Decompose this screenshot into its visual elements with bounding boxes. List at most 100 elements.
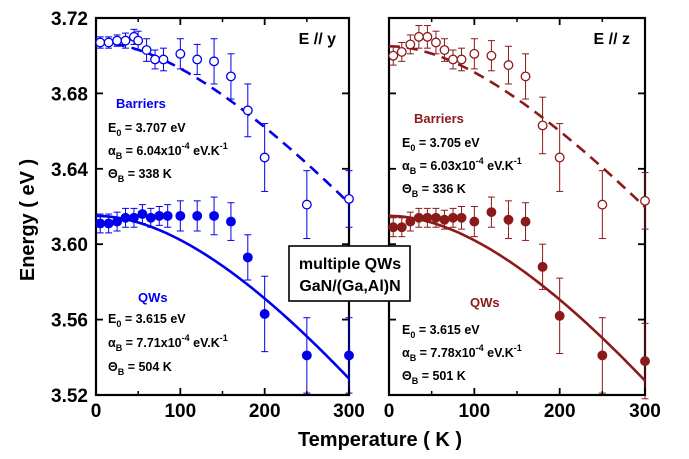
data-point-qws	[597, 350, 608, 361]
data-point-qws	[154, 210, 165, 221]
panel-marks	[95, 28, 354, 394]
data-point-barriers	[597, 199, 608, 210]
data-point-qws	[103, 218, 114, 229]
fit-param: ΘB = 336 K	[402, 182, 466, 199]
data-point-barriers	[259, 152, 270, 163]
data-point-barriers	[175, 48, 186, 59]
data-point-qws	[413, 212, 424, 223]
y-ticks	[389, 17, 645, 396]
panel-e-z: E // z 0 100 200 300 Barriers E0 = 3.705 eV…	[384, 16, 661, 422]
data-point-barriers	[301, 199, 312, 210]
data-point-qws	[120, 212, 131, 223]
data-point-qws	[388, 222, 399, 233]
y-axis-title: Energy ( eV )	[17, 159, 39, 281]
y-tick-label: 3.56	[51, 311, 88, 332]
data-point-barriers	[141, 45, 152, 55]
data-point-barriers	[242, 105, 253, 116]
data-point-barriers	[469, 48, 480, 59]
data-point-qws	[344, 350, 354, 361]
data-point-qws	[128, 212, 139, 223]
x-tick-label: 100	[458, 401, 490, 422]
data-point-qws	[301, 350, 312, 361]
fit-param: E0 = 3.615 eV	[108, 312, 186, 329]
sample-label-line-1: multiple QWs	[299, 256, 401, 273]
data-point-qws	[137, 209, 148, 219]
data-point-barriers	[95, 37, 106, 48]
x-tick-label: 0	[91, 401, 102, 422]
x-axis-title: Temperature ( K )	[298, 429, 462, 451]
data-point-qws	[430, 212, 441, 223]
params-qws: E0 = 3.615 eV αB = 7.71x10-4 eV.K-1 ΘB = 5…	[108, 312, 228, 377]
params-barriers: E0 = 3.707 eV αB = 6.04x10-4 eV.K-1 ΘB = 3…	[108, 121, 228, 184]
data-point-barriers	[150, 54, 160, 65]
data-point-barriers	[413, 31, 424, 42]
sample-label-line-2: GaN/(Ga,Al)N	[299, 278, 400, 295]
x-tick-label: 0	[384, 401, 395, 422]
params-barriers: E0 = 3.705 eV αB = 6.03x10-4 eV.K-1 ΘB = 3…	[402, 136, 522, 199]
data-point-barriers	[396, 46, 407, 57]
data-point-qws	[192, 210, 203, 221]
data-point-barriers	[520, 71, 531, 82]
data-point-barriers	[640, 195, 650, 206]
fit-param: ΘB = 338 K	[108, 167, 172, 184]
data-point-qws	[112, 216, 123, 227]
panel-title: E // y	[299, 31, 336, 48]
x-tick-label: 300	[333, 401, 365, 422]
x-ticks: 0 100 200 300	[384, 18, 661, 422]
data-point-barriers	[192, 54, 203, 65]
fit-param: E0 = 3.615 eV	[402, 323, 480, 340]
x-tick-label: 300	[629, 401, 661, 422]
data-point-qws	[520, 216, 531, 227]
fit-param: ΘB = 504 K	[108, 360, 172, 377]
data-point-barriers	[503, 60, 514, 71]
data-point-barriers	[554, 152, 565, 163]
data-point-qws	[405, 216, 416, 227]
data-point-qws	[145, 212, 156, 223]
data-point-qws	[554, 310, 565, 321]
data-point-barriers	[112, 35, 123, 46]
fit-param: ΘB = 501 K	[402, 369, 466, 386]
data-point-barriers	[388, 50, 399, 61]
data-point-qws	[95, 218, 106, 229]
data-point-qws	[640, 356, 650, 367]
panel-marks	[388, 25, 650, 400]
data-point-qws	[422, 212, 433, 223]
x-tick-label: 200	[544, 401, 576, 422]
sample-label-box: multiple QWs GaN/(Ga,Al)N	[288, 245, 411, 302]
data-point-barriers	[158, 54, 169, 65]
group-title-barriers: Barriers	[414, 111, 464, 126]
fit-curve-barriers	[388, 44, 646, 209]
data-point-barriers	[133, 35, 144, 46]
y-tick-label: 3.68	[51, 84, 88, 105]
x-tick-label: 200	[249, 401, 281, 422]
panel-e-y: E // y 3.523.563.603.643.683.72 0 100 200 3…	[51, 9, 365, 422]
y-tick-label: 3.52	[51, 386, 88, 407]
data-point-barriers	[439, 45, 450, 55]
params-qws: E0 = 3.615 eV αB = 7.78x10-4 eV.K-1 ΘB = 5…	[402, 323, 522, 386]
data-point-barriers	[422, 31, 433, 42]
data-point-barriers	[405, 39, 416, 50]
fit-param: E0 = 3.705 eV	[402, 136, 480, 153]
x-tick-label: 100	[164, 401, 196, 422]
data-point-barriers	[225, 71, 236, 82]
data-point-barriers	[486, 50, 497, 61]
y-tick-label: 3.60	[51, 235, 88, 256]
data-point-qws	[448, 212, 458, 223]
data-point-qws	[503, 214, 514, 225]
fit-param: αB = 7.78x10-4 eV.K-1	[402, 343, 522, 363]
data-point-barriers	[120, 35, 131, 46]
data-point-barriers	[456, 54, 467, 65]
data-point-qws	[469, 216, 480, 227]
y-tick-label: 3.72	[51, 9, 88, 30]
data-point-qws	[225, 216, 236, 227]
y-ticks: 3.52 3.56 3.60 3.64 3.68 3.72	[51, 9, 349, 407]
data-point-qws	[175, 210, 186, 221]
data-point-qws	[537, 261, 548, 272]
data-point-qws	[162, 210, 173, 221]
x-ticks: 0 100 200 300	[91, 18, 365, 422]
data-point-barriers	[344, 194, 354, 204]
fit-param: αB = 6.03x10-4 eV.K-1	[402, 156, 522, 176]
fit-param: E0 = 3.707 eV	[108, 121, 186, 138]
group-title-qws: QWs	[470, 295, 500, 310]
